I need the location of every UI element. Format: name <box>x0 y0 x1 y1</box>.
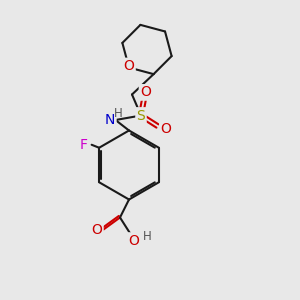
Text: O: O <box>160 122 171 136</box>
Text: H: H <box>142 230 152 244</box>
Text: F: F <box>80 138 88 152</box>
Text: H: H <box>114 107 123 120</box>
Text: N: N <box>105 113 115 127</box>
Text: S: S <box>136 109 146 122</box>
Text: O: O <box>128 234 139 248</box>
Text: O: O <box>92 223 102 236</box>
Text: O: O <box>124 59 134 73</box>
Text: O: O <box>140 85 151 99</box>
